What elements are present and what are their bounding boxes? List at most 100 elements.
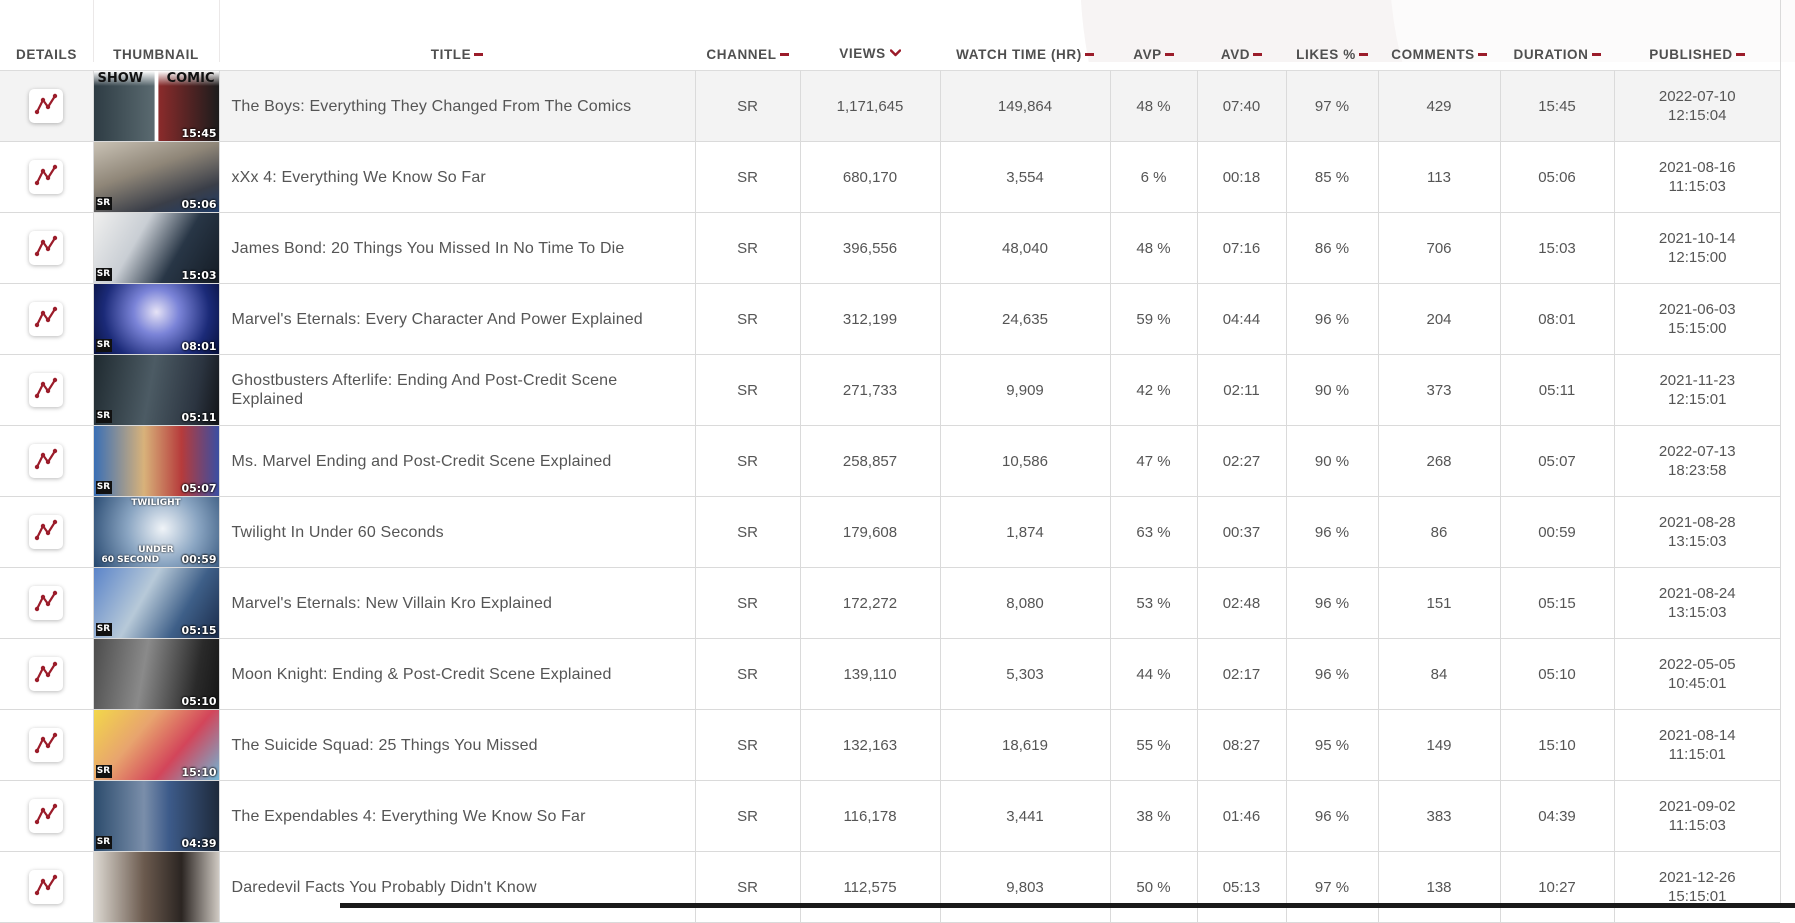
sort-minus-icon[interactable] bbox=[779, 52, 789, 56]
column-header-duration[interactable]: DURATION bbox=[1500, 0, 1614, 71]
sort-minus-icon[interactable] bbox=[1253, 52, 1263, 56]
video-title[interactable]: Twilight In Under 60 Seconds bbox=[218, 496, 695, 568]
table-row[interactable]: SR 08:01 Marvel's Eternals: Every Charac… bbox=[0, 283, 1780, 355]
column-header-comments[interactable]: COMMENTS bbox=[1378, 0, 1500, 71]
sort-minus-icon[interactable] bbox=[474, 52, 484, 56]
video-title[interactable]: The Suicide Squad: 25 Things You Missed bbox=[218, 709, 695, 781]
thumbnail-duration: 05:07 bbox=[181, 482, 217, 495]
table-row[interactable]: 05:10 Moon Knight: Ending & Post-Credit … bbox=[0, 638, 1780, 710]
table-row[interactable]: SR 04:39 The Expendables 4: Everything W… bbox=[0, 780, 1780, 852]
video-thumbnail[interactable]: SR 08:01 bbox=[93, 284, 219, 354]
video-thumbnail[interactable]: SHOW COMIC 15:45 bbox=[93, 71, 219, 141]
published-cell: 2022-07-13 18:23:58 bbox=[1613, 425, 1780, 497]
sort-minus-icon[interactable] bbox=[1477, 52, 1487, 56]
column-header-views[interactable]: VIEWS bbox=[800, 0, 940, 71]
watch-time-cell: 9,909 bbox=[939, 354, 1110, 426]
table-row[interactable]: SR 05:15 Marvel's Eternals: New Villain … bbox=[0, 567, 1780, 639]
thumbnail-title-text: TWILIGHT bbox=[131, 498, 181, 508]
details-cell bbox=[0, 496, 93, 568]
details-button[interactable] bbox=[29, 586, 64, 620]
column-header-watch-time[interactable]: WATCH TIME (HR) bbox=[940, 0, 1110, 71]
details-button[interactable] bbox=[29, 870, 64, 904]
thumbnail-image bbox=[93, 781, 219, 851]
table-row[interactable]: SR 05:06 xXx 4: Everything We Know So Fa… bbox=[0, 141, 1780, 213]
details-button[interactable] bbox=[29, 444, 64, 478]
published-date: 2022-07-10 bbox=[1658, 88, 1736, 105]
video-thumbnail[interactable]: TWILIGHT UNDER 60 SECOND 00:59 bbox=[93, 497, 219, 567]
details-cell bbox=[0, 283, 93, 355]
details-button[interactable] bbox=[29, 302, 64, 336]
details-button[interactable] bbox=[29, 728, 64, 762]
video-title[interactable]: Moon Knight: Ending & Post-Credit Scene … bbox=[218, 638, 695, 710]
views-cell: 172,272 bbox=[799, 567, 940, 639]
sort-minus-icon[interactable] bbox=[1735, 52, 1745, 56]
table-row[interactable]: SR 05:07 Ms. Marvel Ending and Post-Cred… bbox=[0, 425, 1780, 497]
video-title[interactable]: Daredevil Facts You Probably Didn't Know bbox=[218, 851, 695, 923]
thumbnail-image bbox=[93, 426, 219, 496]
video-title[interactable]: Marvel's Eternals: New Villain Kro Expla… bbox=[218, 567, 695, 639]
sort-minus-icon[interactable] bbox=[1591, 52, 1601, 56]
video-title[interactable]: Ghostbusters Afterlife: Ending And Post-… bbox=[218, 354, 695, 426]
video-thumbnail[interactable]: SR 15:10 bbox=[93, 710, 219, 780]
sort-minus-icon[interactable] bbox=[1358, 52, 1368, 56]
duration-cell: 05:15 bbox=[1499, 567, 1614, 639]
avd-cell: 01:46 bbox=[1196, 780, 1286, 852]
table-row[interactable]: SHOW COMIC 15:45 The Boys: Everything The… bbox=[0, 70, 1780, 142]
published-cell: 2022-05-05 10:45:01 bbox=[1613, 638, 1780, 710]
video-title[interactable]: James Bond: 20 Things You Missed In No T… bbox=[218, 212, 695, 284]
table-row[interactable]: SR 15:03 James Bond: 20 Things You Misse… bbox=[0, 212, 1780, 284]
header-divider bbox=[219, 0, 220, 62]
video-title[interactable]: xXx 4: Everything We Know So Far bbox=[218, 141, 695, 213]
details-button[interactable] bbox=[29, 160, 64, 194]
column-header-title[interactable]: TITLE bbox=[219, 0, 695, 71]
views-cell: 271,733 bbox=[799, 354, 940, 426]
chevron-down-icon[interactable] bbox=[889, 45, 901, 60]
video-thumbnail[interactable]: SR 05:11 bbox=[93, 355, 219, 425]
comments-cell: 149 bbox=[1377, 709, 1500, 781]
video-thumbnail[interactable]: SR 04:39 bbox=[93, 781, 219, 851]
column-header-avp[interactable]: AVP bbox=[1110, 0, 1197, 71]
video-thumbnail[interactable] bbox=[93, 852, 219, 922]
likes-cell: 96 % bbox=[1285, 496, 1378, 568]
views-cell: 312,199 bbox=[799, 283, 940, 355]
column-header-published[interactable]: PUBLISHED bbox=[1614, 0, 1780, 71]
table-row[interactable]: SR 15:10 The Suicide Squad: 25 Things Yo… bbox=[0, 709, 1780, 781]
column-header-channel[interactable]: CHANNEL bbox=[695, 0, 800, 71]
column-header-likes[interactable]: LIKES % bbox=[1286, 0, 1378, 71]
video-thumbnail[interactable]: SR 05:07 bbox=[93, 426, 219, 496]
details-button[interactable] bbox=[29, 89, 64, 123]
trend-chart-icon bbox=[34, 660, 58, 688]
details-button[interactable] bbox=[29, 657, 64, 691]
video-title[interactable]: Marvel's Eternals: Every Character And P… bbox=[218, 283, 695, 355]
thumbnail-cell: SR 05:11 bbox=[92, 354, 219, 426]
channel-cell: SR bbox=[694, 851, 800, 923]
details-button[interactable] bbox=[29, 373, 64, 407]
table-row[interactable]: Daredevil Facts You Probably Didn't Know… bbox=[0, 851, 1780, 923]
video-thumbnail[interactable]: SR 05:06 bbox=[93, 142, 219, 212]
video-title[interactable]: The Boys: Everything They Changed From T… bbox=[218, 70, 695, 142]
thumbnail-image bbox=[93, 568, 219, 638]
channel-logo-badge: SR bbox=[95, 765, 112, 778]
table-row[interactable]: TWILIGHT UNDER 60 SECOND 00:59 Twilight I… bbox=[0, 496, 1780, 568]
video-thumbnail[interactable]: SR 05:15 bbox=[93, 568, 219, 638]
details-button[interactable] bbox=[29, 799, 64, 833]
column-header-avd[interactable]: AVD bbox=[1197, 0, 1286, 71]
details-button[interactable] bbox=[29, 515, 64, 549]
sort-minus-icon[interactable] bbox=[1164, 52, 1174, 56]
video-title[interactable]: Ms. Marvel Ending and Post-Credit Scene … bbox=[218, 425, 695, 497]
watch-time-cell: 48,040 bbox=[939, 212, 1110, 284]
horizontal-scrollbar[interactable] bbox=[340, 903, 1795, 908]
video-thumbnail[interactable]: 05:10 bbox=[93, 639, 219, 709]
views-cell: 132,163 bbox=[799, 709, 940, 781]
sort-minus-icon[interactable] bbox=[1084, 52, 1094, 56]
details-button[interactable] bbox=[29, 231, 64, 265]
watch-time-cell: 8,080 bbox=[939, 567, 1110, 639]
avd-cell: 00:18 bbox=[1196, 141, 1286, 213]
thumbnail-image bbox=[93, 213, 219, 283]
video-thumbnail[interactable]: SR 15:03 bbox=[93, 213, 219, 283]
table-row[interactable]: SR 05:11 Ghostbusters Afterlife: Ending … bbox=[0, 354, 1780, 426]
video-title[interactable]: The Expendables 4: Everything We Know So… bbox=[218, 780, 695, 852]
published-date: 2021-11-23 bbox=[1659, 372, 1736, 389]
duration-cell: 15:03 bbox=[1499, 212, 1614, 284]
